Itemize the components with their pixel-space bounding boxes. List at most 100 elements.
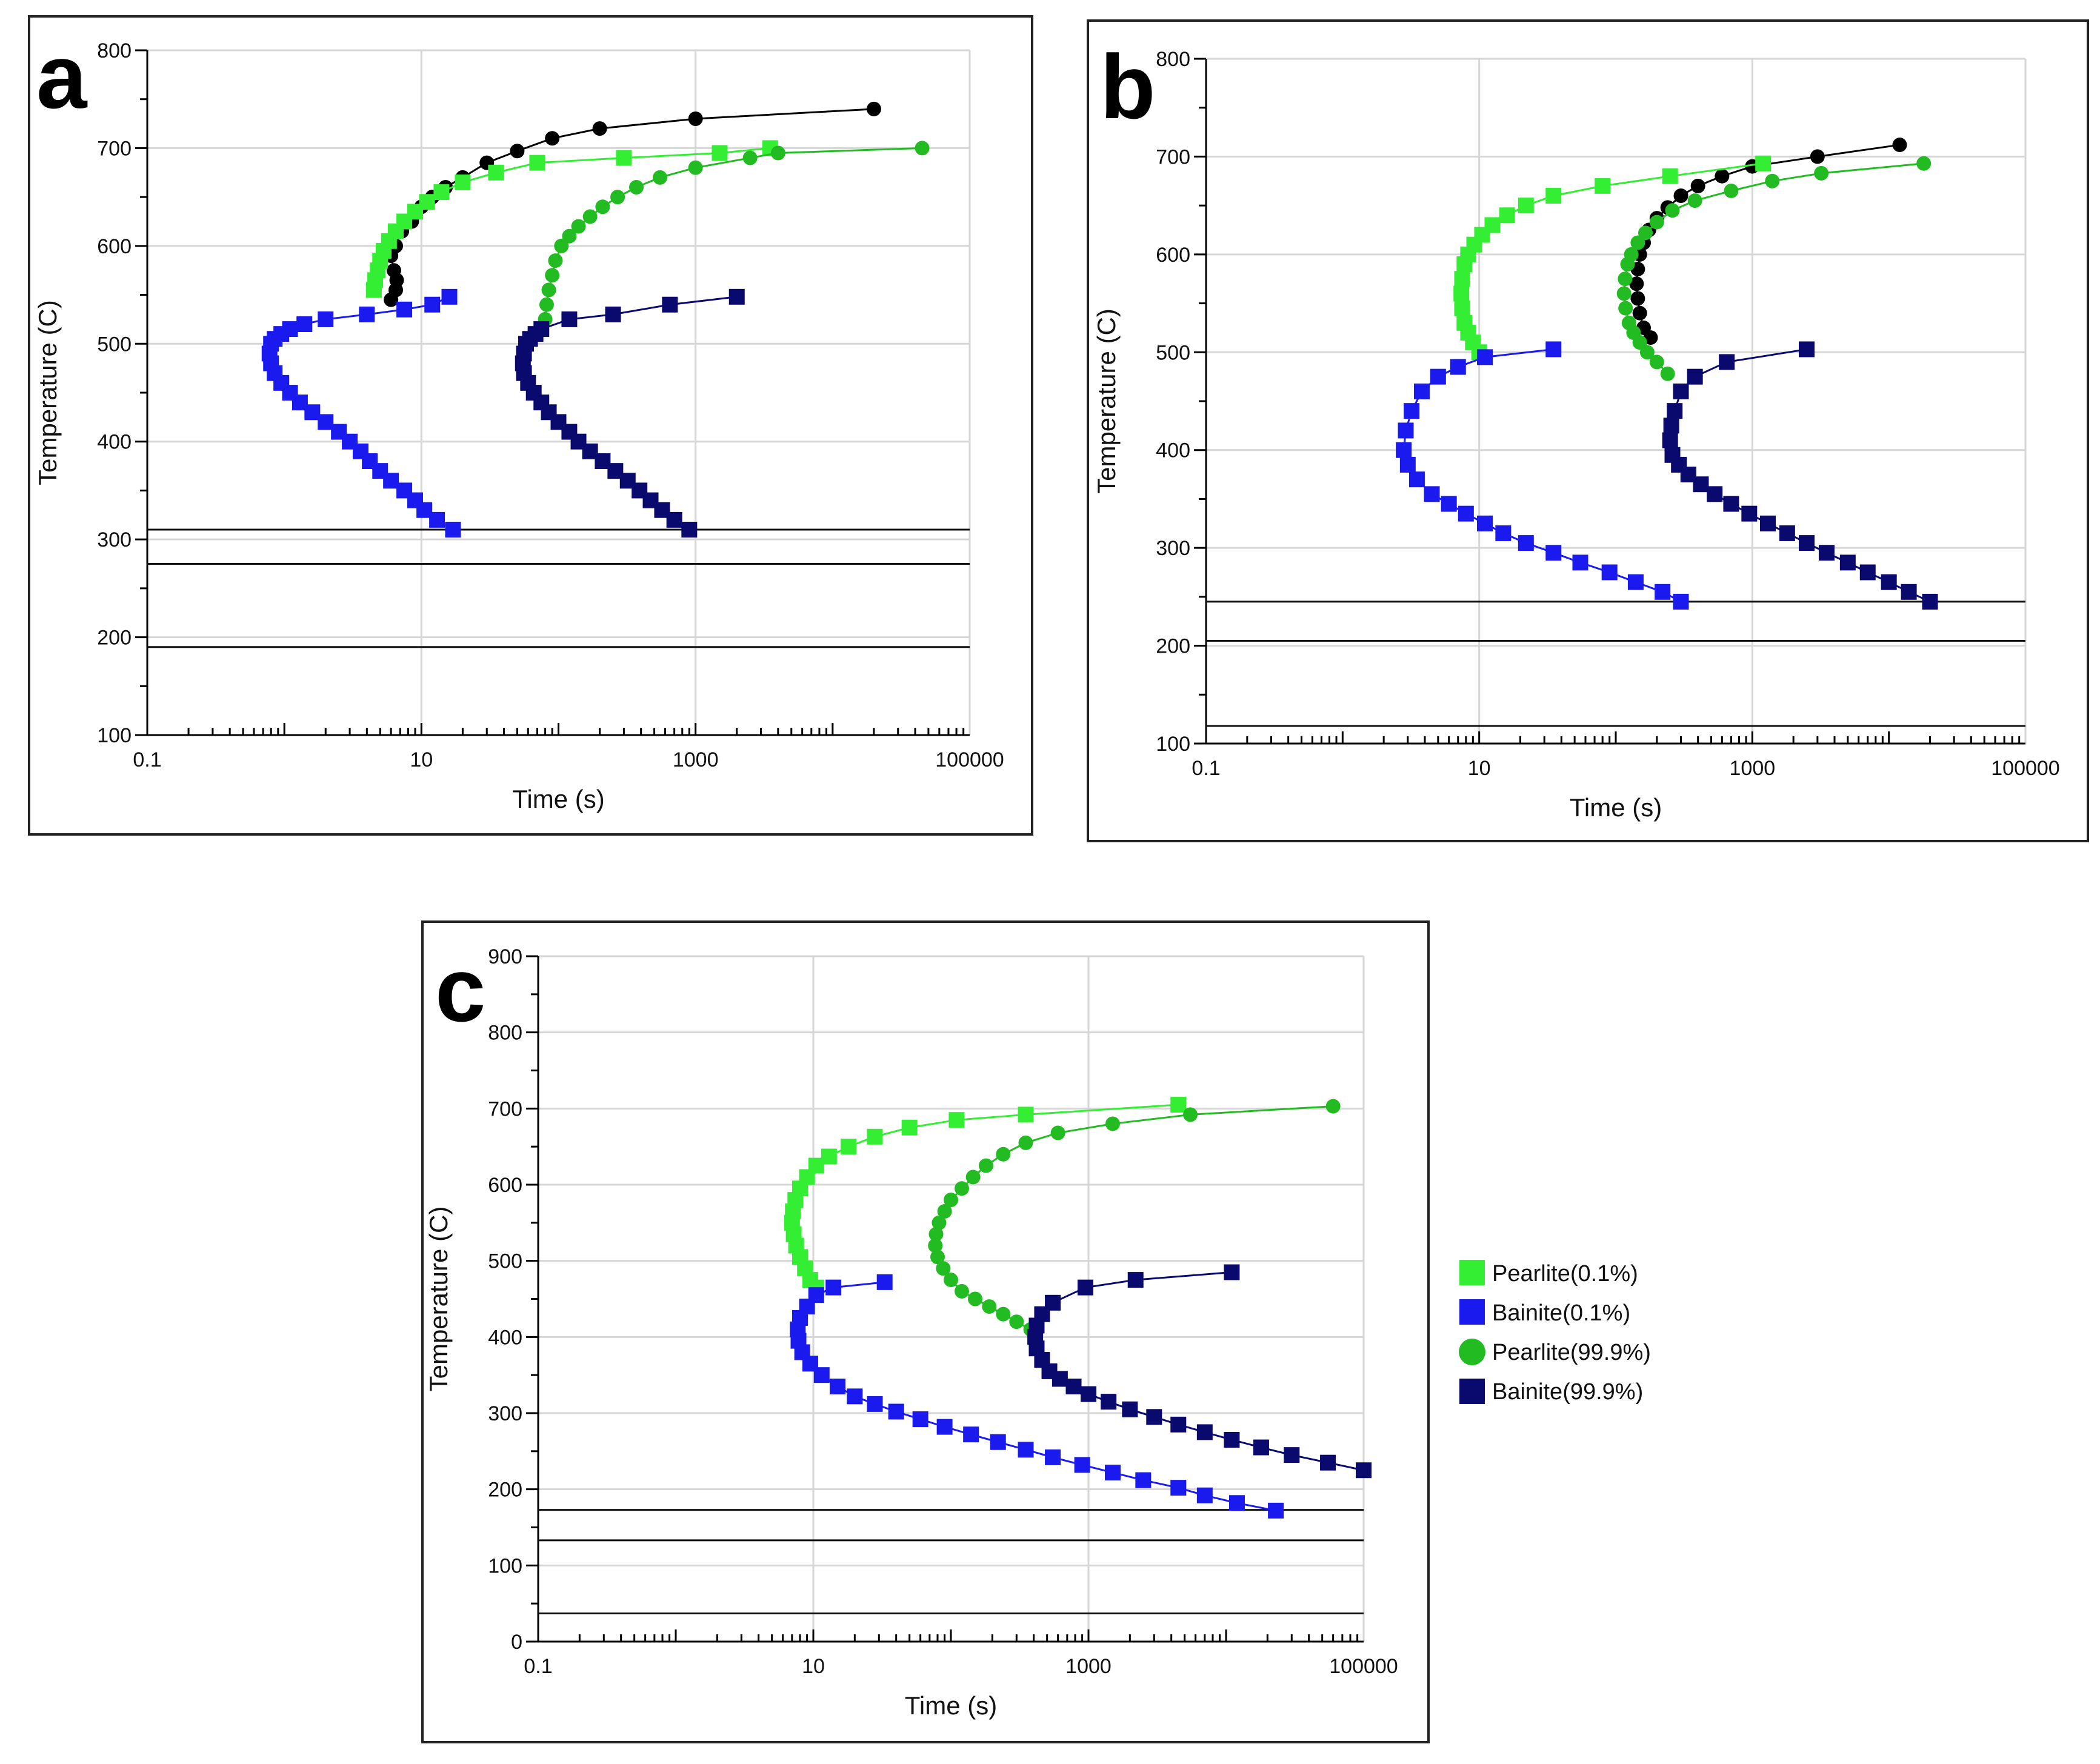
panel-c-frame — [421, 920, 1430, 1743]
data-point — [1424, 486, 1440, 502]
x-axis-title: Time (s) — [905, 1691, 997, 1720]
data-point — [1081, 1386, 1096, 1402]
data-point — [1545, 341, 1562, 358]
data-point — [1196, 1424, 1213, 1440]
data-point — [1135, 1472, 1152, 1488]
data-point — [1881, 574, 1897, 590]
data-point — [1454, 300, 1470, 316]
data-point — [1741, 505, 1758, 522]
y-tick-label: 0 — [511, 1631, 522, 1654]
data-point — [331, 424, 347, 440]
data-point — [944, 1273, 958, 1288]
data-point — [1621, 315, 1636, 330]
series-pearlite-0-1- — [1453, 155, 1772, 361]
y-tick-label: 300 — [488, 1402, 522, 1425]
series-line — [1460, 162, 1764, 353]
data-point — [1627, 574, 1644, 590]
data-point — [561, 311, 578, 327]
data-point — [592, 121, 607, 136]
data-point — [901, 1119, 918, 1136]
data-point — [967, 1291, 982, 1306]
data-point — [396, 301, 413, 318]
data-point — [1818, 545, 1835, 561]
legend-label: Pearlite(99.9%) — [1492, 1340, 1651, 1365]
legend-marker-pearlite-99.9 — [1459, 1339, 1485, 1365]
y-tick-label: 800 — [488, 1022, 522, 1045]
data-point — [1499, 207, 1515, 224]
x-tick-label: 1000 — [673, 748, 719, 771]
data-point — [688, 160, 703, 175]
series-pearlite-0-1- — [365, 140, 778, 298]
data-point — [652, 170, 667, 185]
data-point — [1799, 341, 1815, 358]
data-point — [1723, 496, 1739, 512]
y-axis-title: Temperature (C) — [424, 1207, 453, 1392]
data-point — [963, 1426, 979, 1443]
series-black — [384, 101, 881, 307]
data-point — [1476, 515, 1493, 531]
x-tick-label: 0.1 — [133, 748, 161, 771]
x-axis-title: Time (s) — [1570, 793, 1662, 822]
data-point — [610, 190, 625, 205]
x-axis-title: Time (s) — [512, 785, 604, 813]
data-point — [1892, 138, 1907, 153]
data-point — [548, 253, 563, 268]
data-point — [1458, 505, 1474, 522]
data-point — [1662, 432, 1678, 448]
data-point — [1450, 359, 1466, 375]
data-point — [1101, 1394, 1117, 1410]
data-point — [1404, 403, 1420, 419]
series-pearlite-99-9- — [1616, 156, 1932, 381]
y-tick-label: 100 — [1156, 733, 1190, 756]
data-point — [1673, 383, 1689, 399]
series-pearlite-99-9- — [538, 141, 930, 327]
data-point — [928, 1226, 944, 1242]
data-point — [1922, 593, 1938, 610]
y-tick-label: 200 — [1156, 635, 1190, 658]
data-point — [1630, 235, 1645, 250]
panel-c-plot: 0.1 10 1000 100000 0 100 200 300 400 500 600 700 800… — [424, 945, 1398, 1720]
series-pearlite-99-9- — [928, 1099, 1341, 1337]
data-point — [419, 194, 435, 210]
data-point — [1170, 1097, 1187, 1113]
data-point — [1146, 1409, 1162, 1425]
series-line — [1623, 162, 1924, 374]
y-tick-label: 700 — [1156, 145, 1190, 168]
series-line — [934, 1105, 1333, 1331]
data-point — [1545, 545, 1562, 561]
data-point — [867, 1396, 883, 1412]
data-point — [1224, 1431, 1240, 1448]
panel-c: c 0.1 10 1000 100000 0 100 200 300 400 500 600 700 8… — [421, 920, 1430, 1743]
data-point — [1616, 286, 1632, 301]
data-point — [1398, 422, 1414, 439]
data-point — [1601, 564, 1618, 581]
data-point — [742, 150, 758, 165]
data-point — [1484, 217, 1501, 233]
x-tick-label: 0.1 — [1192, 757, 1220, 780]
legend-label: Pearlite(0.1%) — [1492, 1261, 1638, 1286]
y-tick-label: 500 — [1156, 341, 1190, 364]
data-point — [954, 1181, 969, 1196]
y-tick-label: 300 — [1156, 537, 1190, 560]
data-point — [1453, 285, 1470, 302]
data-point — [1228, 1495, 1245, 1511]
data-point — [1724, 183, 1739, 198]
data-point — [1810, 149, 1825, 164]
data-point — [770, 145, 785, 161]
data-point — [982, 1299, 997, 1314]
data-point — [915, 141, 930, 156]
data-point — [1779, 525, 1795, 541]
data-point — [1050, 1125, 1065, 1140]
data-point — [1662, 168, 1678, 184]
data-point — [1320, 1454, 1336, 1471]
legend-marker-bainite-0.1 — [1459, 1299, 1485, 1325]
data-point — [533, 321, 550, 338]
data-point — [1755, 155, 1772, 171]
panel-a-letter: a — [36, 25, 88, 127]
data-point — [296, 316, 313, 332]
data-point — [1618, 301, 1633, 316]
data-point — [996, 1306, 1011, 1322]
x-tick-label: 1000 — [1730, 757, 1776, 780]
panel-b-letter: b — [1100, 36, 1156, 138]
panel-c-letter: c — [435, 939, 485, 1040]
